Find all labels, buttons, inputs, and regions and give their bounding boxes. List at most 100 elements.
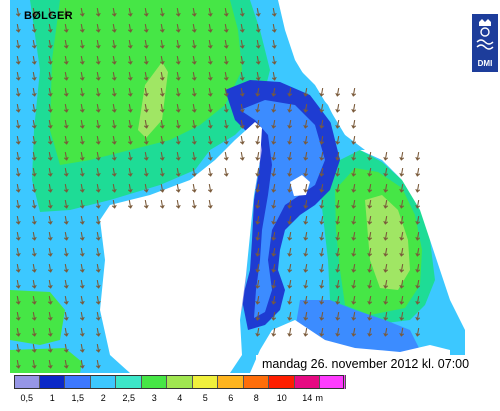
wave-arrow [207,183,213,193]
wave-arrow [95,215,101,225]
wave-arrow [271,71,277,81]
legend-label: 6 [228,393,234,403]
wave-arrow [239,55,245,65]
legend-label: 2 [100,393,106,403]
wave-arrow [319,183,325,193]
sea-1-5m-band [240,100,325,318]
wave-arrow [159,151,165,161]
wave-arrow [351,247,357,257]
wave-arrow [255,7,261,17]
wave-arrow [143,183,149,193]
wave-arrow [415,215,421,225]
wave-arrow [351,327,357,337]
wave-arrow [303,279,309,289]
wave-arrow [239,23,245,33]
wave-arrow [351,263,357,273]
wave-arrow [31,23,37,33]
wave-arrow [143,55,149,65]
wave-arrow [31,359,37,369]
wave-arrow [383,215,389,225]
wave-height-map-svg [10,0,500,373]
wave-arrow [399,311,405,321]
wave-arrow [95,183,101,193]
wave-arrow [271,199,277,209]
wave-arrow [335,87,341,97]
wave-arrow [95,151,101,161]
wave-arrow [319,295,325,305]
wave-arrow [31,71,37,81]
wave-arrow [31,119,37,129]
wave-arrow [351,311,357,321]
wave-arrow [95,87,101,97]
wave-arrow [31,55,37,65]
wave-arrow [367,247,373,257]
wave-arrow [303,327,309,337]
wave-arrow [95,39,101,49]
wave-arrow [415,263,421,273]
wave-arrow [31,327,37,337]
wave-arrow [351,167,357,177]
wave-arrow [79,135,85,145]
wave-arrow [255,279,261,289]
wave-arrow [399,263,405,273]
wave-arrow [271,231,277,241]
wave-arrow [143,199,149,209]
wave-arrow [63,71,69,81]
wave-map: BØLGER DMI mandag 26. november 2012 kl. … [10,0,500,373]
wave-arrow [175,39,181,49]
wave-arrow [175,151,181,161]
wave-arrow [255,295,261,305]
wave-arrow [399,327,405,337]
wave-arrow [223,135,229,145]
wave-arrow [127,151,133,161]
legend-label: 0,5 [20,393,34,403]
wave-arrow [383,167,389,177]
legend-swatch [218,375,244,389]
wave-arrow [399,167,405,177]
wave-arrow [47,39,53,49]
wave-arrow [303,199,309,209]
wave-arrow [63,231,69,241]
wave-arrow [15,183,21,193]
wave-arrow [367,295,373,305]
wave-arrow [15,103,21,113]
wave-arrow [223,119,229,129]
wave-arrow [255,23,261,33]
wave-arrow [383,199,389,209]
wave-arrow [127,135,133,145]
wave-arrow [319,327,325,337]
wave-arrow [175,87,181,97]
legend-swatch [39,375,65,389]
wave-arrow [271,23,277,33]
wave-arrow [287,311,293,321]
wave-arrow [143,167,149,177]
wave-arrow [319,87,325,97]
wave-arrow [15,7,21,17]
wave-arrow [175,167,181,177]
map-title: BØLGER [24,10,73,22]
wave-arrow [159,167,165,177]
wave-arrow [63,183,69,193]
wave-arrow [223,167,229,177]
wave-arrow [367,231,373,241]
wave-arrow [159,119,165,129]
wave-arrow [255,119,261,129]
wave-arrow [383,231,389,241]
legend-swatch [14,375,40,389]
wave-arrow [95,55,101,65]
wave-arrow [47,87,53,97]
wave-arrow [399,215,405,225]
wave-arrow [319,199,325,209]
wave-arrow [271,135,277,145]
wave-arrow [175,183,181,193]
wave-arrow [367,167,373,177]
wave-arrow [303,151,309,161]
wave-arrow [175,71,181,81]
wave-height-legend [14,375,354,389]
wave-arrow [31,199,37,209]
wave-arrow [111,151,117,161]
wave-arrow [15,167,21,177]
wave-arrow [47,23,53,33]
wave-arrow [127,119,133,129]
wave-arrow [335,279,341,289]
